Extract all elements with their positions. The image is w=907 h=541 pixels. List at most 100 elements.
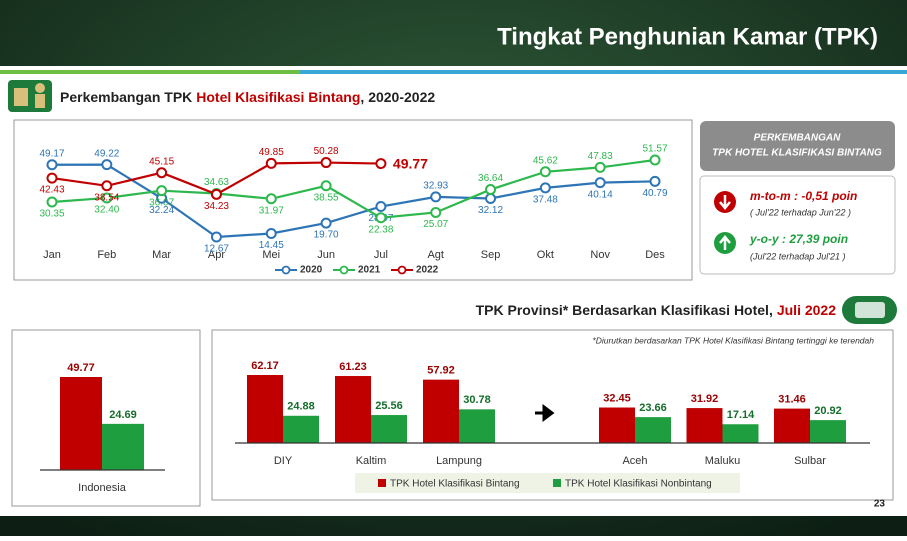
value-label: 31.97	[259, 205, 284, 216]
x-tick-label: Sep	[481, 249, 501, 261]
x-tick-label: Lampung	[436, 455, 482, 467]
value-label: 19.70	[314, 230, 339, 241]
point	[265, 193, 277, 205]
x-tick-label: Maluku	[705, 455, 740, 467]
x-tick-label: Feb	[97, 249, 116, 261]
x-tick-label: Jul	[374, 249, 388, 261]
bar	[459, 409, 495, 443]
value-label: 49.77	[67, 362, 95, 374]
point	[430, 206, 442, 218]
legend-box	[355, 473, 740, 493]
legend-marker	[281, 265, 291, 275]
bar	[335, 376, 371, 443]
bar	[722, 424, 759, 443]
value-label: 20.92	[814, 405, 842, 417]
point	[210, 231, 222, 243]
point	[101, 180, 113, 192]
value-label: 47.83	[588, 151, 613, 162]
value-label: 25.56	[375, 400, 403, 412]
value-label: 12.67	[204, 244, 229, 255]
bar	[599, 407, 635, 443]
point	[320, 217, 332, 229]
value-label: 62.17	[251, 360, 279, 372]
header-stripe	[300, 70, 907, 74]
yoy-label: y-o-y : 27,39 poin	[749, 232, 848, 246]
point	[430, 191, 442, 203]
title-part: TPK Provinsi* Berdasarkan Klasifikasi Ho…	[476, 302, 773, 318]
legend-label: 2022	[416, 265, 439, 276]
up-arrow	[719, 235, 731, 250]
value-label: 32.93	[423, 181, 448, 192]
value-label: 61.23	[339, 361, 367, 373]
x-tick-label: Aceh	[622, 455, 647, 467]
bar	[102, 423, 144, 470]
point	[375, 212, 387, 224]
hotel-icon	[14, 88, 28, 106]
slide-title: Tingkat Penghunian Kamar (TPK)	[497, 23, 878, 50]
legend-marker	[339, 265, 349, 275]
x-tick-label: Mar	[152, 249, 171, 261]
value-label: 38.55	[314, 192, 339, 203]
point	[594, 161, 606, 173]
line	[51, 158, 656, 219]
point	[375, 201, 387, 213]
point	[649, 154, 661, 166]
x-tick-label: Jun	[317, 249, 335, 261]
bar	[423, 379, 459, 443]
value-label: 36.07	[149, 197, 174, 208]
point	[320, 180, 332, 192]
x-tick-label: Jan	[43, 249, 61, 261]
info-header	[700, 121, 895, 171]
point	[101, 192, 113, 204]
value-label: 37.48	[533, 195, 558, 206]
x-tick-label: Des	[645, 249, 665, 261]
point	[101, 159, 113, 171]
value-label: 42.43	[39, 185, 64, 196]
arrow	[535, 404, 555, 422]
value-label: 25.07	[423, 219, 448, 230]
indonesia-frame	[11, 329, 201, 507]
value-label: 17.14	[727, 409, 755, 421]
legend-swatch	[553, 479, 561, 487]
mtm-note: ( Jul'22 terhadap Jun'22 )	[750, 207, 851, 217]
x-tick-label: Agt	[427, 249, 444, 261]
line-chart-frame	[13, 119, 693, 281]
x-tick-label: Apr	[208, 249, 225, 261]
point	[210, 188, 222, 200]
point	[594, 177, 606, 189]
value-label: 50.28	[314, 146, 339, 157]
point	[375, 158, 387, 170]
bed-icon	[855, 302, 885, 318]
x-tick-label: DIY	[274, 455, 293, 467]
value-label: 31.92	[691, 393, 719, 405]
value-label: 24.69	[109, 409, 137, 421]
title-highlight: Juli 2022	[777, 302, 836, 318]
point	[320, 157, 332, 169]
yoy-note: (Jul'22 terhadap Jul'21 )	[750, 251, 846, 261]
page-number: 23	[874, 499, 886, 510]
legend-marker	[397, 265, 407, 275]
value-label: 32.12	[478, 205, 503, 216]
value-label: 45.62	[533, 155, 558, 166]
value-label: 57.92	[427, 365, 455, 377]
value-label: 34.63	[204, 177, 229, 188]
value-label: 24.88	[287, 401, 315, 413]
point	[485, 184, 497, 196]
value-label: 31.46	[778, 393, 806, 405]
value-label: 30.78	[463, 394, 491, 406]
x-tick-label: Sulbar	[794, 455, 826, 467]
value-label: 36.64	[478, 173, 503, 184]
value-label: 30.35	[39, 209, 64, 220]
value-label: 51.57	[642, 144, 667, 155]
value-label: 49.17	[39, 148, 64, 159]
legend-label: TPK Hotel Klasifikasi Nonbintang	[565, 479, 712, 490]
down-arrow	[719, 195, 731, 210]
value-label: 38.54	[94, 192, 119, 203]
point	[649, 175, 661, 187]
x-tick-label: Kaltim	[356, 455, 387, 467]
title-highlight: Hotel Klasifikasi Bintang	[196, 89, 360, 105]
province-note: *Diurutkan berdasarkan TPK Hotel Klasifi…	[592, 335, 874, 345]
point	[46, 159, 58, 171]
